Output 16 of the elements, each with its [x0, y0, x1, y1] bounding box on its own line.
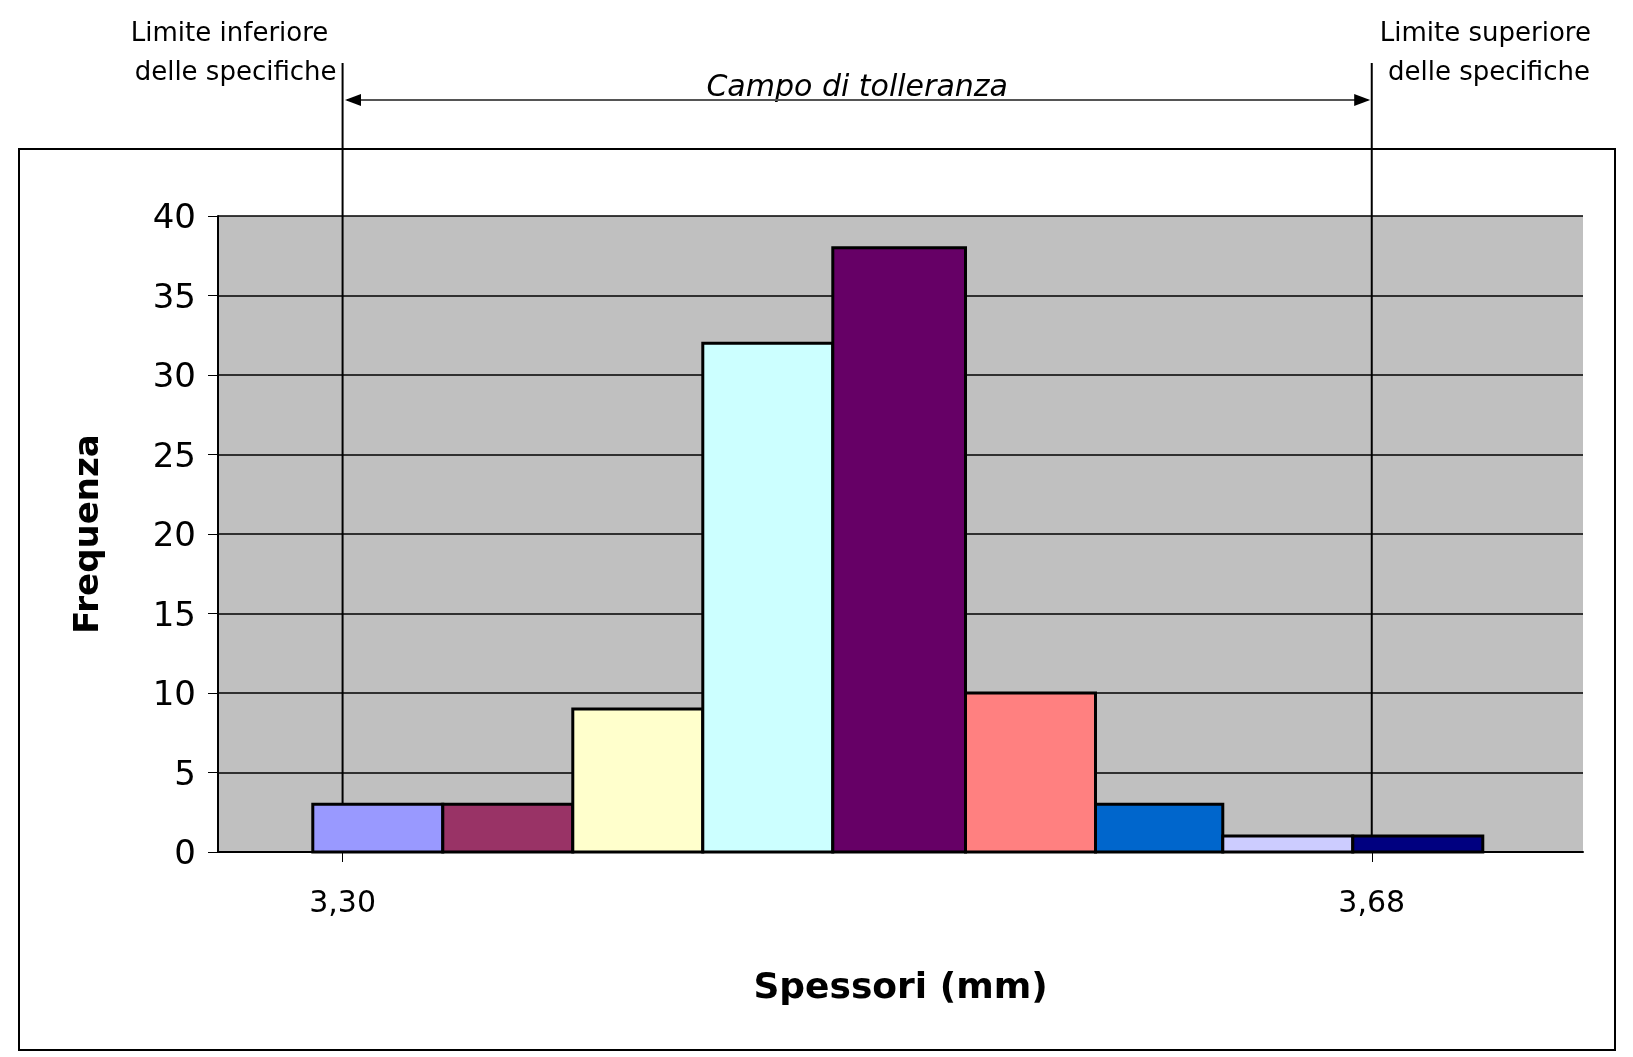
y-tick-label: 0 — [174, 832, 196, 872]
y-tick-label: 20 — [152, 514, 196, 554]
y-tick-label: 15 — [152, 593, 196, 634]
text: Campo di tolleranza — [706, 67, 1008, 103]
x-tick-label: 3,30 — [309, 883, 376, 919]
y-tick-label: 10 — [152, 673, 196, 713]
y-tick-label: 35 — [152, 275, 196, 316]
ref-line-label: Limite inferiore delle specifiche — [130, 16, 337, 86]
x-axis-title: Spessori (mm) — [753, 964, 1048, 1006]
y-tick-label: 30 — [152, 355, 196, 395]
x-tick-label: 3,68 — [1338, 883, 1406, 919]
y-tick-label: 25 — [152, 434, 196, 475]
y-axis-title: Frequenza — [66, 434, 106, 634]
y-tick-label: 40 — [152, 196, 196, 236]
ref-line-label: Limite superiore delle specifiche — [1379, 16, 1591, 86]
y-tick-label: 5 — [174, 752, 196, 793]
